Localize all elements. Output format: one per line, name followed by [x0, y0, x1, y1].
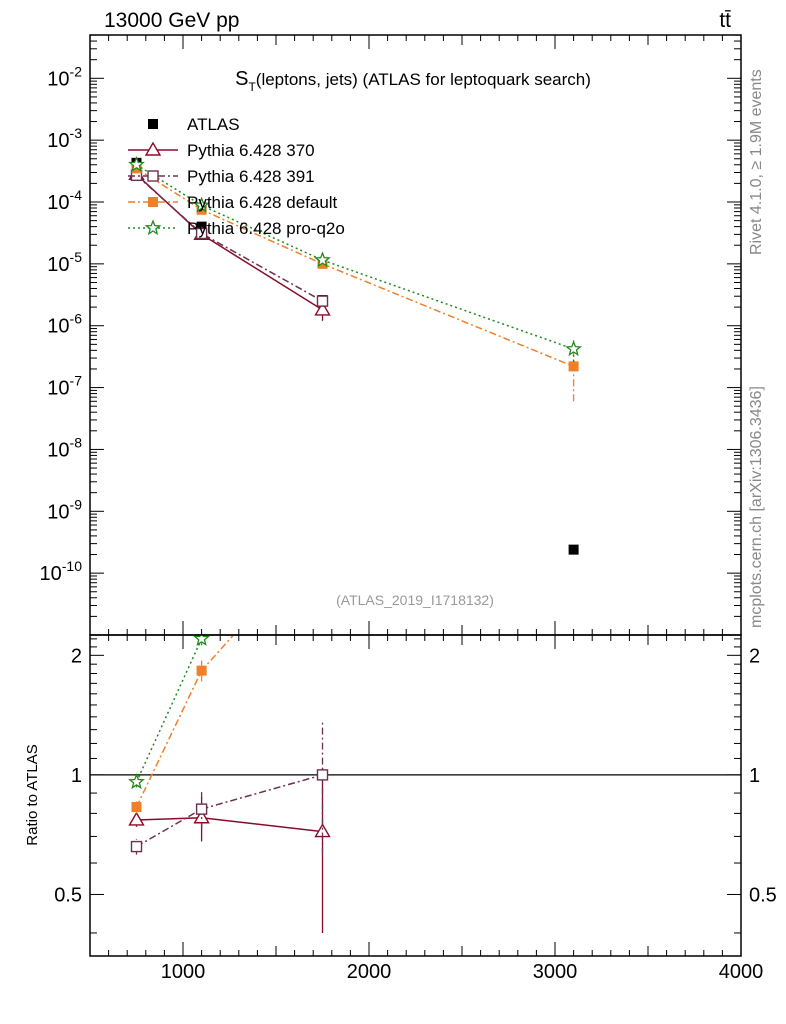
ratio-y-tick-label: 2 [71, 645, 82, 667]
main-series-4 [128, 156, 582, 362]
header-right-label: tt̄ [719, 9, 731, 32]
ratio-axis-ticks: 0.5 0.5 1 1 2 2 1000 2000 3000 4000 [54, 635, 777, 983]
main-series-2 [130, 169, 329, 307]
ratio-y-tick-label-right: 1 [749, 765, 760, 787]
ratio-series-1 [130, 720, 329, 855]
ratio-data-point [195, 803, 208, 815]
main-data-point [565, 340, 582, 357]
main-data-point [193, 196, 210, 213]
legend-marker [148, 119, 158, 129]
main-data-point [568, 361, 579, 372]
legend-marker [147, 170, 159, 182]
main-data-point [568, 544, 579, 555]
ratio-data-point [128, 773, 145, 790]
ratio-frame [89, 634, 742, 957]
main-series [128, 156, 582, 555]
legend-entry-4: Pythia 6.428 pro-q2o [128, 219, 345, 238]
main-axis-ticks: 10-10 10-9 10-8 10-7 10-6 10-5 10-4 10-3 10-2 [40, 34, 742, 636]
ratio-series [128, 512, 331, 933]
mcplots-label: mcplots.cern.ch [arXiv:1306.3436] [748, 386, 765, 628]
ratio-series-0 [128, 768, 331, 933]
main-data-point [314, 301, 331, 316]
legend-entry-0: ATLAS [148, 115, 240, 134]
main-y-tick-label: 10-3 [47, 125, 82, 152]
legend-marker [144, 219, 162, 236]
main-series-0 [131, 157, 579, 555]
ratio-series-2 [131, 531, 328, 814]
ratio-y-tick-label: 0.5 [54, 884, 82, 906]
x-tick-label: 4000 [719, 961, 764, 983]
legend-label: ATLAS [187, 115, 240, 134]
main-y-tick-label: 10-2 [47, 63, 82, 90]
legend-marker [144, 141, 162, 156]
header-left-label: 13000 GeV pp [104, 9, 239, 32]
x-tick-label: 1000 [161, 961, 206, 983]
ratio-data-point [316, 769, 329, 781]
legend-label: Pythia 6.428 370 [187, 141, 315, 160]
ratio-series-line [135, 635, 235, 808]
main-y-tick-label: 10-10 [40, 558, 83, 585]
main-data-point [314, 251, 331, 268]
legend-entry-3: Pythia 6.428 default [128, 193, 338, 212]
ratio-series-line [136, 774, 323, 848]
legend-marker [148, 197, 158, 207]
main-data-point [196, 204, 207, 215]
legend-label: Pythia 6.428 pro-q2o [187, 219, 345, 238]
x-tick-label: 2000 [347, 961, 392, 983]
main-data-point [316, 295, 329, 307]
ratio-panel: 0.5 0.5 1 1 2 2 1000 2000 3000 4000 Ratio to ATLA… [24, 512, 777, 983]
ratio-data-point [318, 531, 328, 541]
ratio-data-point [316, 512, 329, 525]
main-data-point [195, 227, 208, 240]
main-data-point [128, 156, 145, 172]
ratio-series-line [136, 817, 323, 833]
ratio-data-point [130, 840, 143, 853]
ratio-y-tick-label-right: 0.5 [749, 884, 777, 906]
rivet-label: Rivet 4.1.0, ≥ 1.9M events [748, 69, 765, 255]
legend-label: Pythia 6.428 391 [187, 167, 315, 186]
main-y-tick-label: 10-6 [47, 311, 82, 338]
ratio-y-tick-label-right: 2 [749, 645, 760, 667]
main-title: ST(leptons, jets) (ATLAS for leptoquark … [235, 68, 591, 94]
ratio-data-point [128, 811, 145, 826]
ratio-y-tick-label: 1 [71, 765, 82, 787]
ratio-data-point [131, 802, 142, 813]
main-y-tick-label: 10-7 [47, 373, 82, 400]
ratio-series-line [135, 635, 207, 783]
legend-entry-2: Pythia 6.428 391 [128, 167, 315, 186]
x-tick-label: 3000 [533, 961, 578, 983]
main-y-tick-label: 10-8 [47, 434, 82, 461]
analysis-annotation: (ATLAS_2019_I1718132) [336, 592, 494, 608]
main-y-tick-label: 10-9 [47, 496, 82, 523]
ratio-data-point [193, 635, 210, 646]
legend-label: Pythia 6.428 default [187, 193, 338, 212]
ratio-y-axis-label: Ratio to ATLAS [24, 744, 41, 845]
legend-entry-1: Pythia 6.428 370 [128, 141, 315, 160]
main-y-tick-label: 10-5 [47, 249, 82, 276]
legend: ATLAS Pythia 6.428 370 Pythia 6.428 391 Pyt… [128, 115, 345, 238]
ratio-data-point [196, 665, 207, 676]
main-panel: 10-10 10-9 10-8 10-7 10-6 10-5 10-4 10-3 10-2 ST… [40, 34, 742, 636]
main-series-1 [128, 165, 331, 321]
ratio-series-3 [128, 512, 329, 790]
main-series-line [136, 167, 574, 368]
main-y-tick-label: 10-4 [47, 187, 82, 214]
